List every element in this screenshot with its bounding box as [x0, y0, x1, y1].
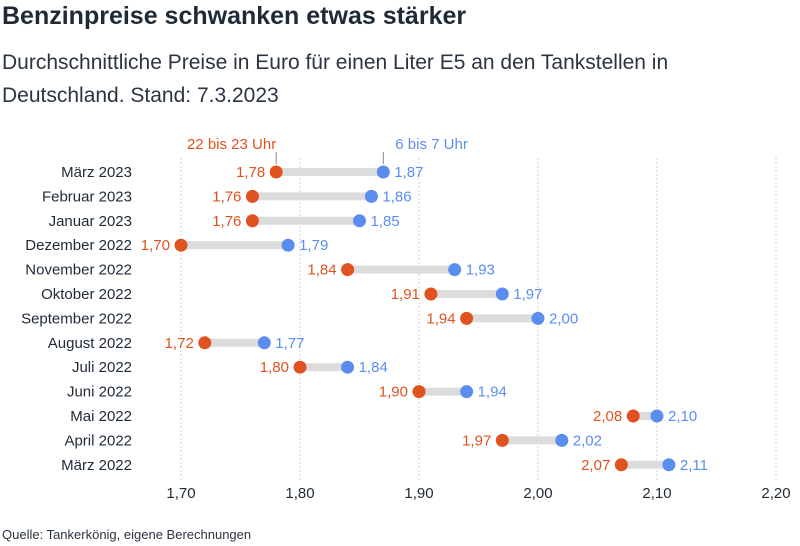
morning-point	[460, 385, 474, 399]
morning-value-label: 1,94	[478, 384, 507, 401]
morning-value-label: 2,10	[668, 408, 697, 425]
chart-title: Benzinpreise schwanken etwas stärker	[2, 2, 467, 30]
morning-value-label: 1,77	[275, 335, 304, 352]
category-label: November 2022	[25, 262, 132, 279]
morning-point	[364, 189, 378, 203]
evening-point	[174, 238, 188, 252]
evening-value-label: 2,08	[593, 408, 622, 425]
category-label: Mai 2022	[70, 408, 132, 425]
evening-value-label: 1,78	[236, 164, 265, 181]
x-tick-label: 1,80	[285, 485, 314, 502]
evening-point	[460, 311, 474, 325]
x-tick-label: 2,20	[761, 485, 790, 502]
morning-point	[531, 311, 545, 325]
evening-point	[269, 165, 283, 179]
evening-value-label: 1,91	[391, 286, 420, 303]
x-tick-label: 1,70	[166, 485, 195, 502]
evening-point	[341, 263, 355, 277]
evening-point	[245, 189, 259, 203]
evening-value-label: 1,70	[141, 237, 170, 254]
morning-point	[555, 433, 569, 447]
evening-point	[495, 433, 509, 447]
morning-value-label: 1,93	[466, 262, 495, 279]
category-label: Januar 2023	[49, 213, 132, 230]
morning-point	[257, 336, 271, 350]
x-tick-label: 2,00	[523, 485, 552, 502]
morning-point	[650, 409, 664, 423]
evening-point	[614, 458, 628, 472]
category-label: Oktober 2022	[41, 286, 132, 303]
evening-point	[198, 336, 212, 350]
x-tick-label: 2,10	[642, 485, 671, 502]
morning-value-label: 1,84	[359, 359, 388, 376]
evening-value-label: 1,97	[462, 432, 491, 449]
evening-value-label: 1,84	[307, 262, 336, 279]
evening-value-label: 1,94	[426, 310, 455, 327]
morning-value-label: 1,85	[371, 213, 400, 230]
category-label: Juli 2022	[72, 359, 132, 376]
category-label: März 2022	[61, 457, 132, 474]
evening-value-label: 1,80	[260, 359, 289, 376]
evening-value-label: 2,07	[581, 457, 610, 474]
morning-value-label: 2,11	[680, 457, 708, 474]
morning-point	[662, 458, 676, 472]
evening-point	[424, 287, 438, 301]
evening-point	[626, 409, 640, 423]
evening-value-label: 1,72	[165, 335, 194, 352]
morning-point	[353, 214, 366, 228]
category-label: Februar 2023	[42, 188, 132, 205]
evening-value-label: 1,76	[212, 188, 241, 205]
category-label: Juni 2022	[67, 384, 132, 401]
category-label: April 2022	[64, 432, 132, 449]
morning-point	[448, 263, 462, 277]
morning-value-label: 1,87	[394, 164, 423, 181]
evening-value-label: 1,90	[379, 384, 408, 401]
category-label: September 2022	[21, 310, 132, 327]
morning-value-label: 1,79	[299, 237, 328, 254]
chart-subtitle: Durchschnittliche Preise in Euro für ein…	[2, 51, 669, 107]
category-label: Dezember 2022	[25, 237, 132, 254]
source-note: Quelle: Tankerkönig, eigene Berechnungen	[2, 527, 252, 542]
morning-value-label: 1,86	[382, 188, 411, 205]
legend-evening: 22 bis 23 Uhr	[187, 136, 276, 153]
evening-point	[293, 360, 307, 374]
morning-point	[495, 287, 509, 301]
evening-value-label: 1,76	[212, 213, 241, 230]
morning-point	[281, 238, 295, 252]
morning-point	[341, 360, 355, 374]
evening-point	[412, 385, 426, 399]
morning-value-label: 1,97	[513, 286, 542, 303]
legend-morning: 6 bis 7 Uhr	[395, 136, 468, 153]
category-label: August 2022	[48, 335, 132, 352]
morning-point	[376, 165, 390, 179]
morning-value-label: 2,00	[549, 310, 578, 327]
evening-point	[245, 214, 259, 228]
morning-value-label: 2,02	[573, 432, 602, 449]
x-tick-label: 1,90	[404, 485, 433, 502]
category-label: März 2023	[61, 164, 132, 181]
